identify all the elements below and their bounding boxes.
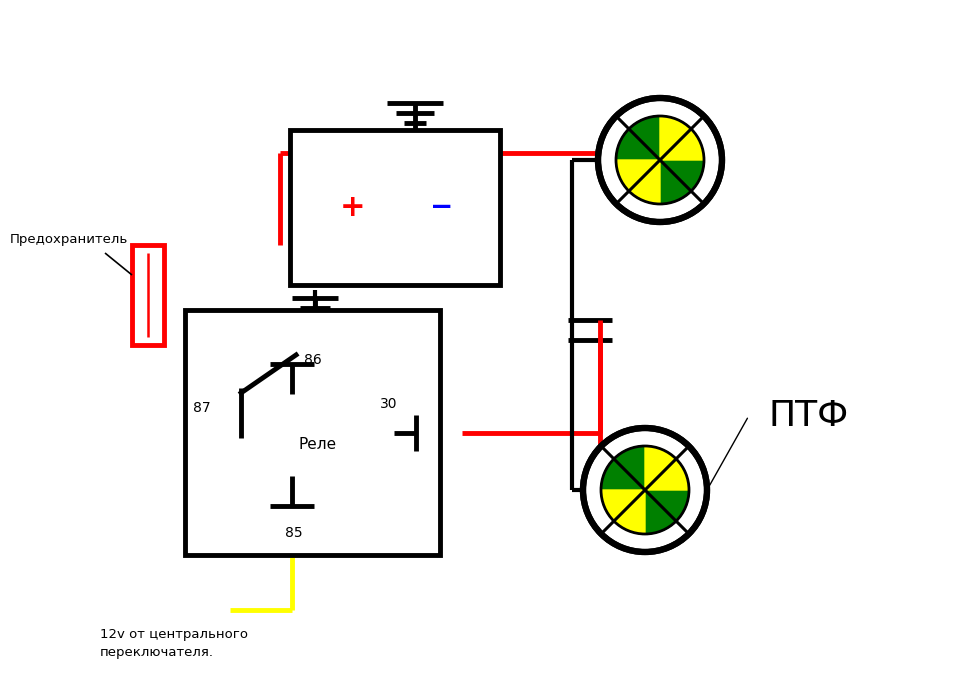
Circle shape (593, 438, 697, 542)
Text: 85: 85 (285, 526, 303, 540)
Polygon shape (601, 446, 645, 490)
Text: 30: 30 (380, 398, 397, 412)
Bar (290, 130, 500, 285)
Circle shape (598, 98, 722, 222)
Circle shape (583, 428, 707, 552)
Text: ПТФ: ПТФ (768, 398, 849, 433)
Text: 87: 87 (193, 401, 210, 415)
Polygon shape (601, 490, 645, 534)
Text: 12v от центрального
переключателя.: 12v от центрального переключателя. (100, 628, 248, 659)
Polygon shape (616, 160, 660, 204)
Polygon shape (645, 446, 689, 490)
Bar (132, 245, 164, 345)
Text: −: − (429, 193, 453, 222)
Text: Реле: Реле (299, 437, 337, 453)
Bar (185, 310, 440, 555)
Polygon shape (645, 490, 689, 534)
Polygon shape (660, 160, 704, 204)
Text: +: + (340, 193, 366, 222)
Polygon shape (660, 116, 704, 160)
Circle shape (608, 108, 712, 212)
Text: Предохранитель: Предохранитель (10, 234, 129, 247)
Text: 86: 86 (304, 353, 322, 367)
Polygon shape (616, 116, 660, 160)
